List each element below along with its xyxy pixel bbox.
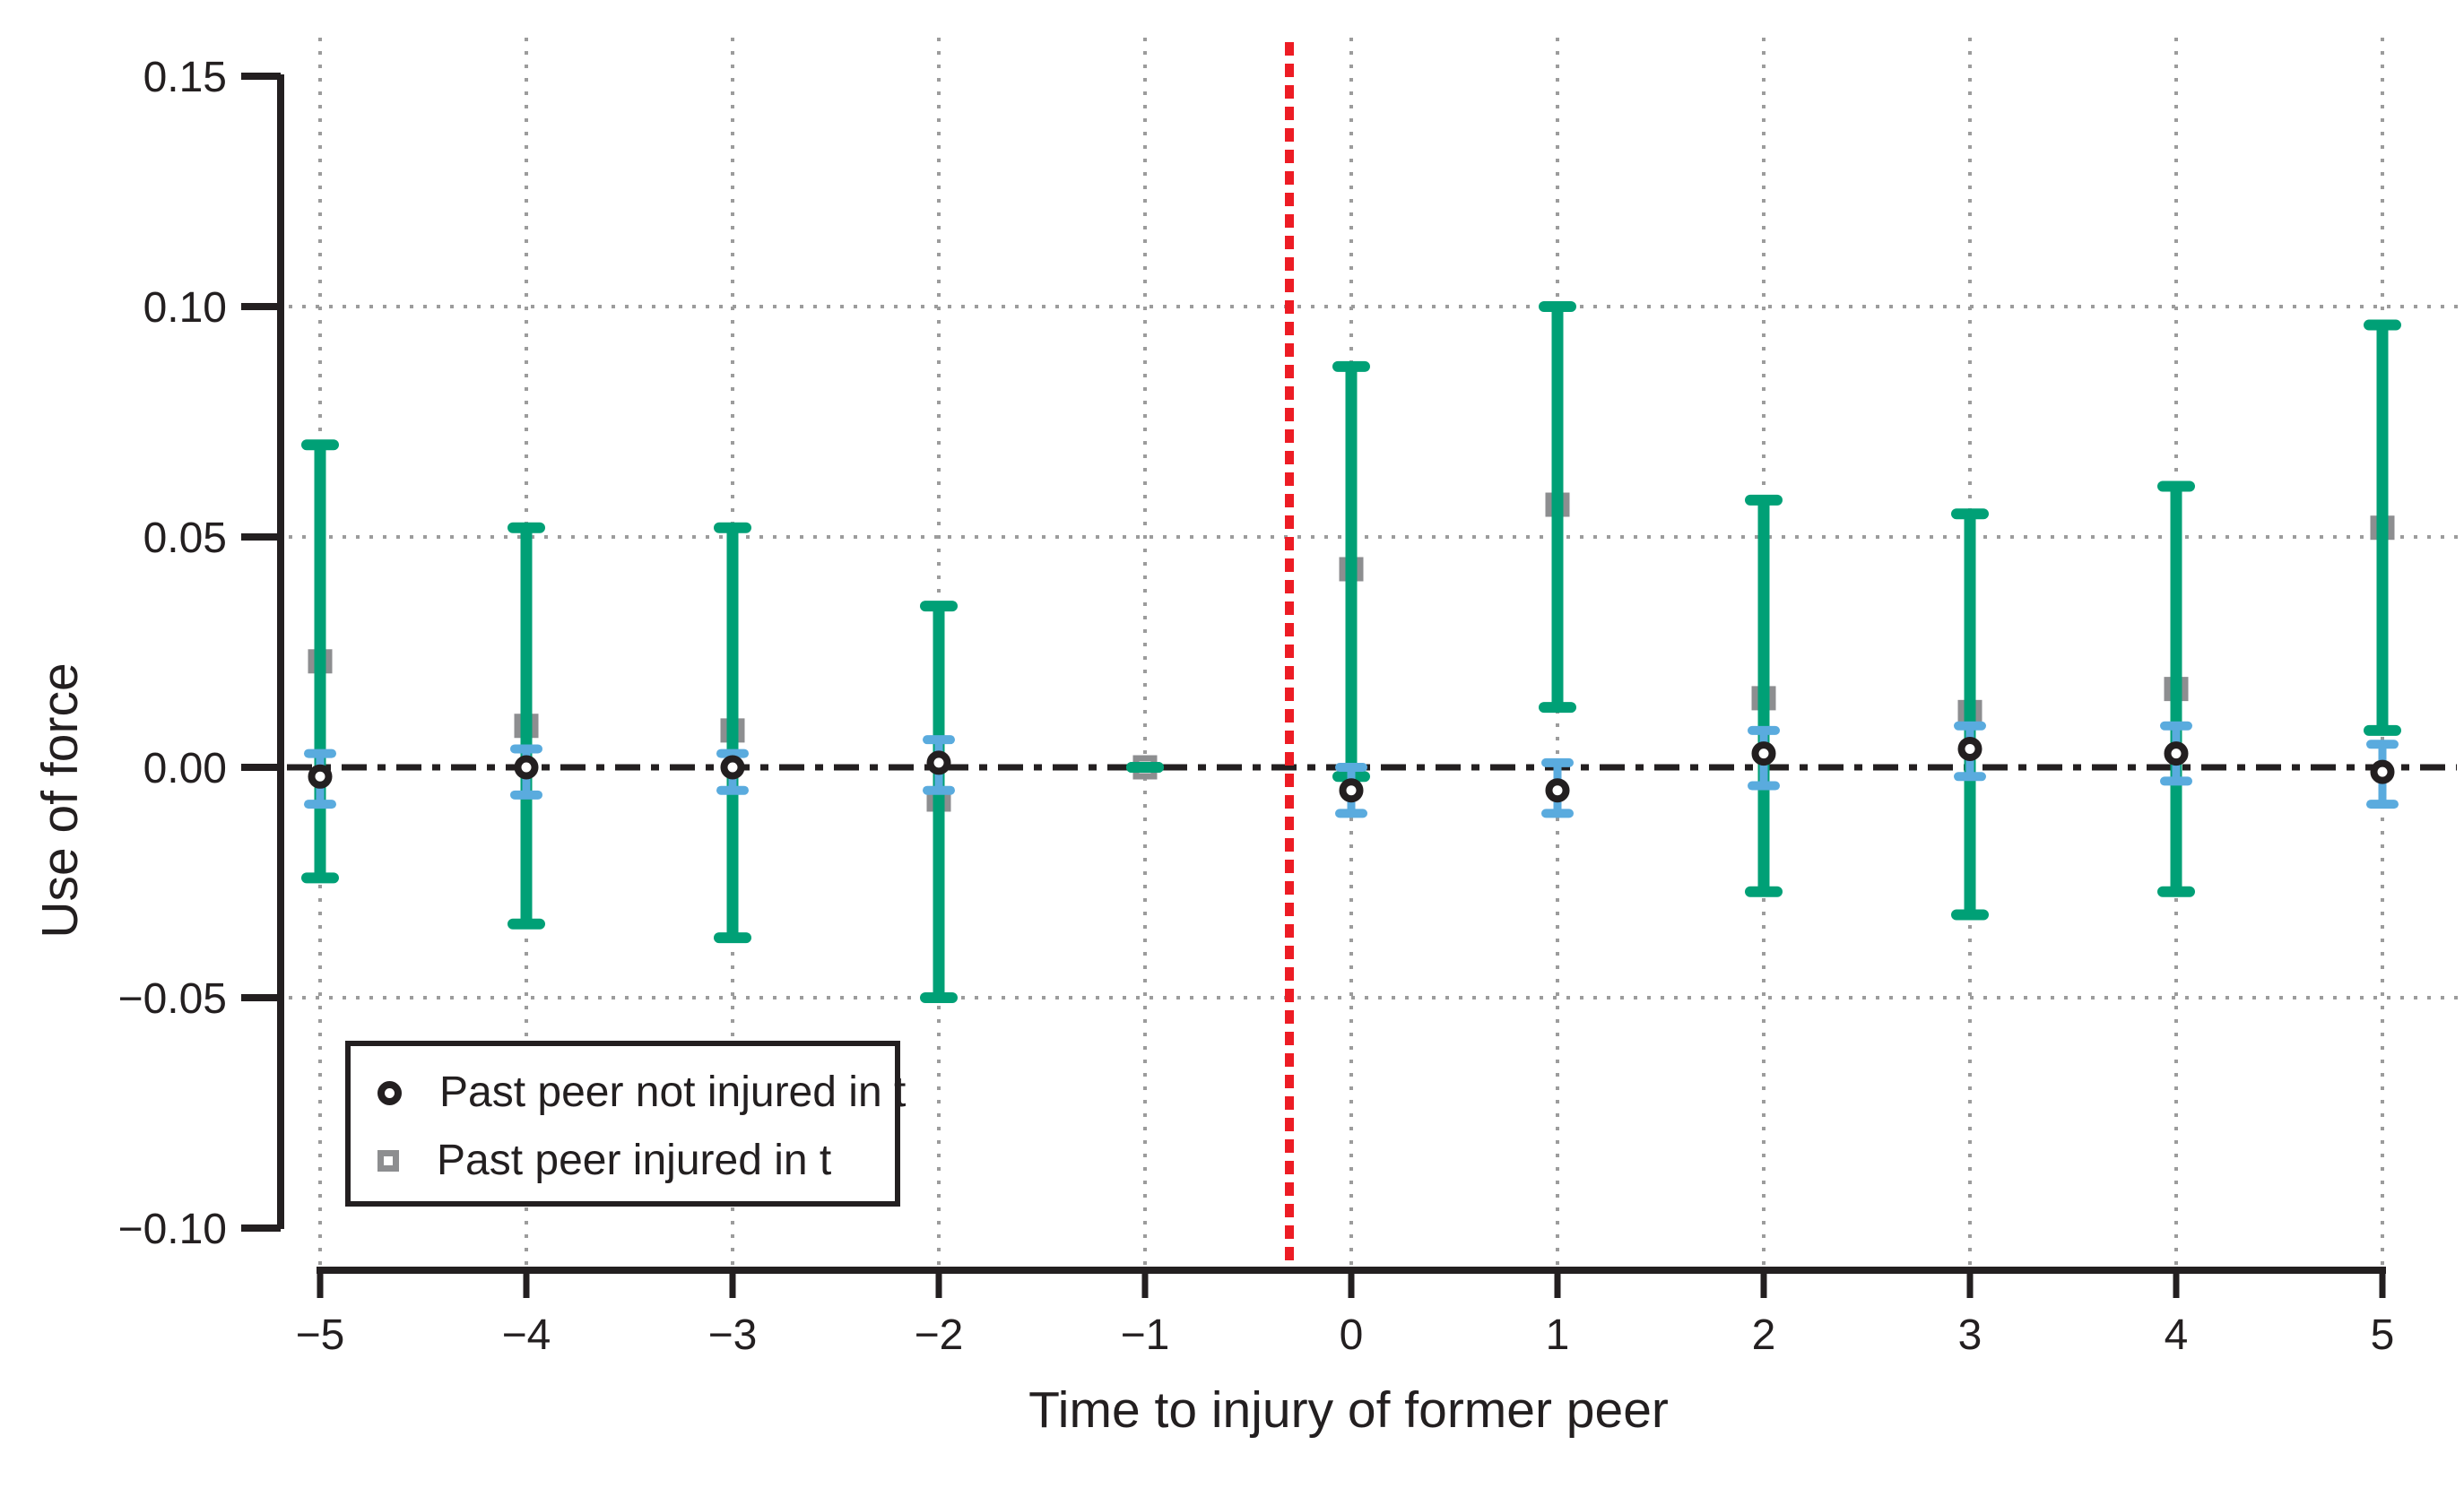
legend-label: Past peer injured in t [437, 1137, 832, 1184]
x-tick-label: −4 [502, 1311, 551, 1359]
not-injured-circle-marker [1339, 778, 1364, 803]
legend-item-injured: Past peer injured in t [377, 1136, 831, 1186]
not-injured-circle-marker [926, 750, 951, 775]
legend: Past peer not injured in t Past peer inj… [345, 1041, 906, 1207]
y-tick-label: 0.10 [143, 284, 227, 332]
square-marker-icon [377, 1150, 399, 1172]
y-tick-label: −0.10 [118, 1206, 227, 1253]
x-tick-label: −2 [915, 1311, 964, 1359]
x-tick-label: 2 [1752, 1311, 1776, 1359]
y-tick-label: −0.05 [118, 975, 227, 1023]
not-injured-circle-marker [720, 755, 745, 780]
x-tick-label: −5 [296, 1311, 345, 1359]
legend-item-not-injured: Past peer not injured in t [377, 1068, 906, 1118]
x-tick-label: 4 [2165, 1311, 2189, 1359]
not-injured-circle-marker [1545, 778, 1570, 803]
not-injured-circle-marker [2164, 741, 2189, 766]
not-injured-circle-marker [1957, 736, 1982, 761]
not-injured-circle-marker [2370, 759, 2395, 784]
circle-marker-icon [377, 1080, 402, 1105]
not-injured-circle-marker [1751, 741, 1776, 766]
y-tick-label: 0.00 [143, 745, 227, 792]
x-tick-label: 0 [1340, 1311, 1364, 1359]
x-tick-label: −1 [1121, 1311, 1170, 1359]
x-tick-label: 1 [1546, 1311, 1570, 1359]
legend-label: Past peer not injured in t [439, 1069, 907, 1116]
x-tick-label: −3 [708, 1311, 758, 1359]
x-tick-label: 5 [2371, 1311, 2395, 1359]
y-axis-title: Use of force [31, 662, 89, 939]
x-axis-title: Time to injury of former peer [1028, 1381, 1669, 1439]
x-tick-label: 3 [1958, 1311, 1982, 1359]
not-injured-circle-marker [308, 764, 333, 789]
y-tick-label: 0.05 [143, 515, 227, 562]
not-injured-circle-marker [514, 755, 539, 780]
y-tick-label: 0.15 [143, 54, 227, 101]
